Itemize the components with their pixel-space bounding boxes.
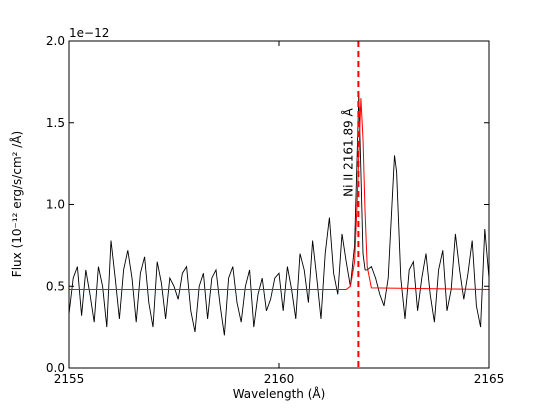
x-axis-label: Wavelength (Å) (233, 386, 326, 401)
plot-background (69, 41, 489, 368)
ni-ii-annotation: Ni II 2161.89 Å (340, 107, 355, 196)
y-offset-text: 1e−12 (69, 26, 109, 40)
y-tick-label: 1.5 (46, 116, 65, 130)
x-tick-label: 2165 (474, 372, 505, 386)
y-axis-label: Flux (10⁻¹² erg/s/cm² /Å) (9, 131, 24, 277)
y-tick-label: 0.0 (46, 361, 65, 375)
x-tick-label: 2155 (54, 372, 85, 386)
series-layer (68, 94, 490, 336)
series-line-1 (69, 98, 490, 290)
y-tick-label: 1.0 (46, 198, 65, 212)
ticks-layer: 2155 2160 2165 0.0 0.5 1.0 1.5 2.0 (46, 34, 504, 386)
x-tick-label: 2160 (264, 372, 295, 386)
y-tick-label: 2.0 (46, 34, 65, 48)
y-tick-label: 0.5 (46, 279, 65, 293)
series-line-0 (68, 94, 490, 336)
